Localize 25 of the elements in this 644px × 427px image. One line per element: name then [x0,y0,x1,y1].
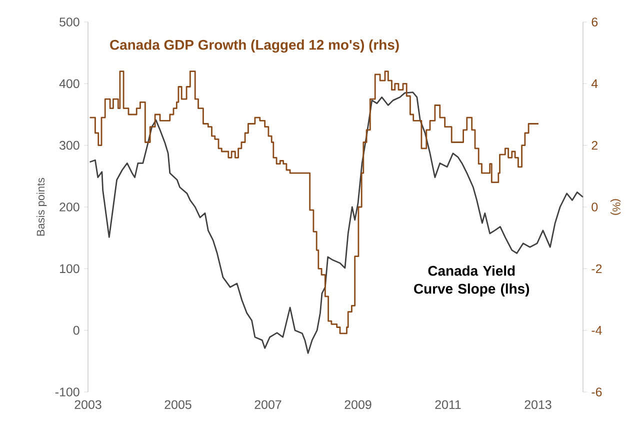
series-label: Canada Yield Curve Slope (lhs) [414,266,530,296]
line-series [89,92,584,354]
y2-tick-label: -6 [592,388,602,396]
y-tick-label: 0 [73,326,80,335]
y-tick-label: 400 [59,79,80,88]
y2-tick-label: -4 [592,326,602,335]
x-tick-label: 2003 [74,400,102,410]
x-tick-label: 2011 [435,400,461,410]
y2-tick-label: 2 [592,140,598,150]
y2-tick-label: 6 [592,18,598,26]
y-axis-title: Basis points [36,178,47,236]
y-tick-label: -100 [55,388,80,396]
y2-axis-title: (%) [610,199,621,215]
y2-tick-label: 0 [592,202,598,212]
x-tick-label: 2013 [524,400,552,410]
y2-tick-label: 4 [591,79,598,88]
x-tick-label: 2005 [164,400,192,410]
x-tick-label: 2009 [344,400,372,410]
y-tick-label: 500 [60,18,80,26]
series-label: Canada GDP Growth (Lagged 12 mo's) (rhs) [110,40,399,53]
y-tick-label: 300 [60,140,80,150]
y2-tick-label: -2 [592,264,602,274]
x-tick-label: 2007 [254,400,282,410]
y-tick-label: 200 [60,202,80,212]
y-tick-label: 100 [60,264,80,274]
